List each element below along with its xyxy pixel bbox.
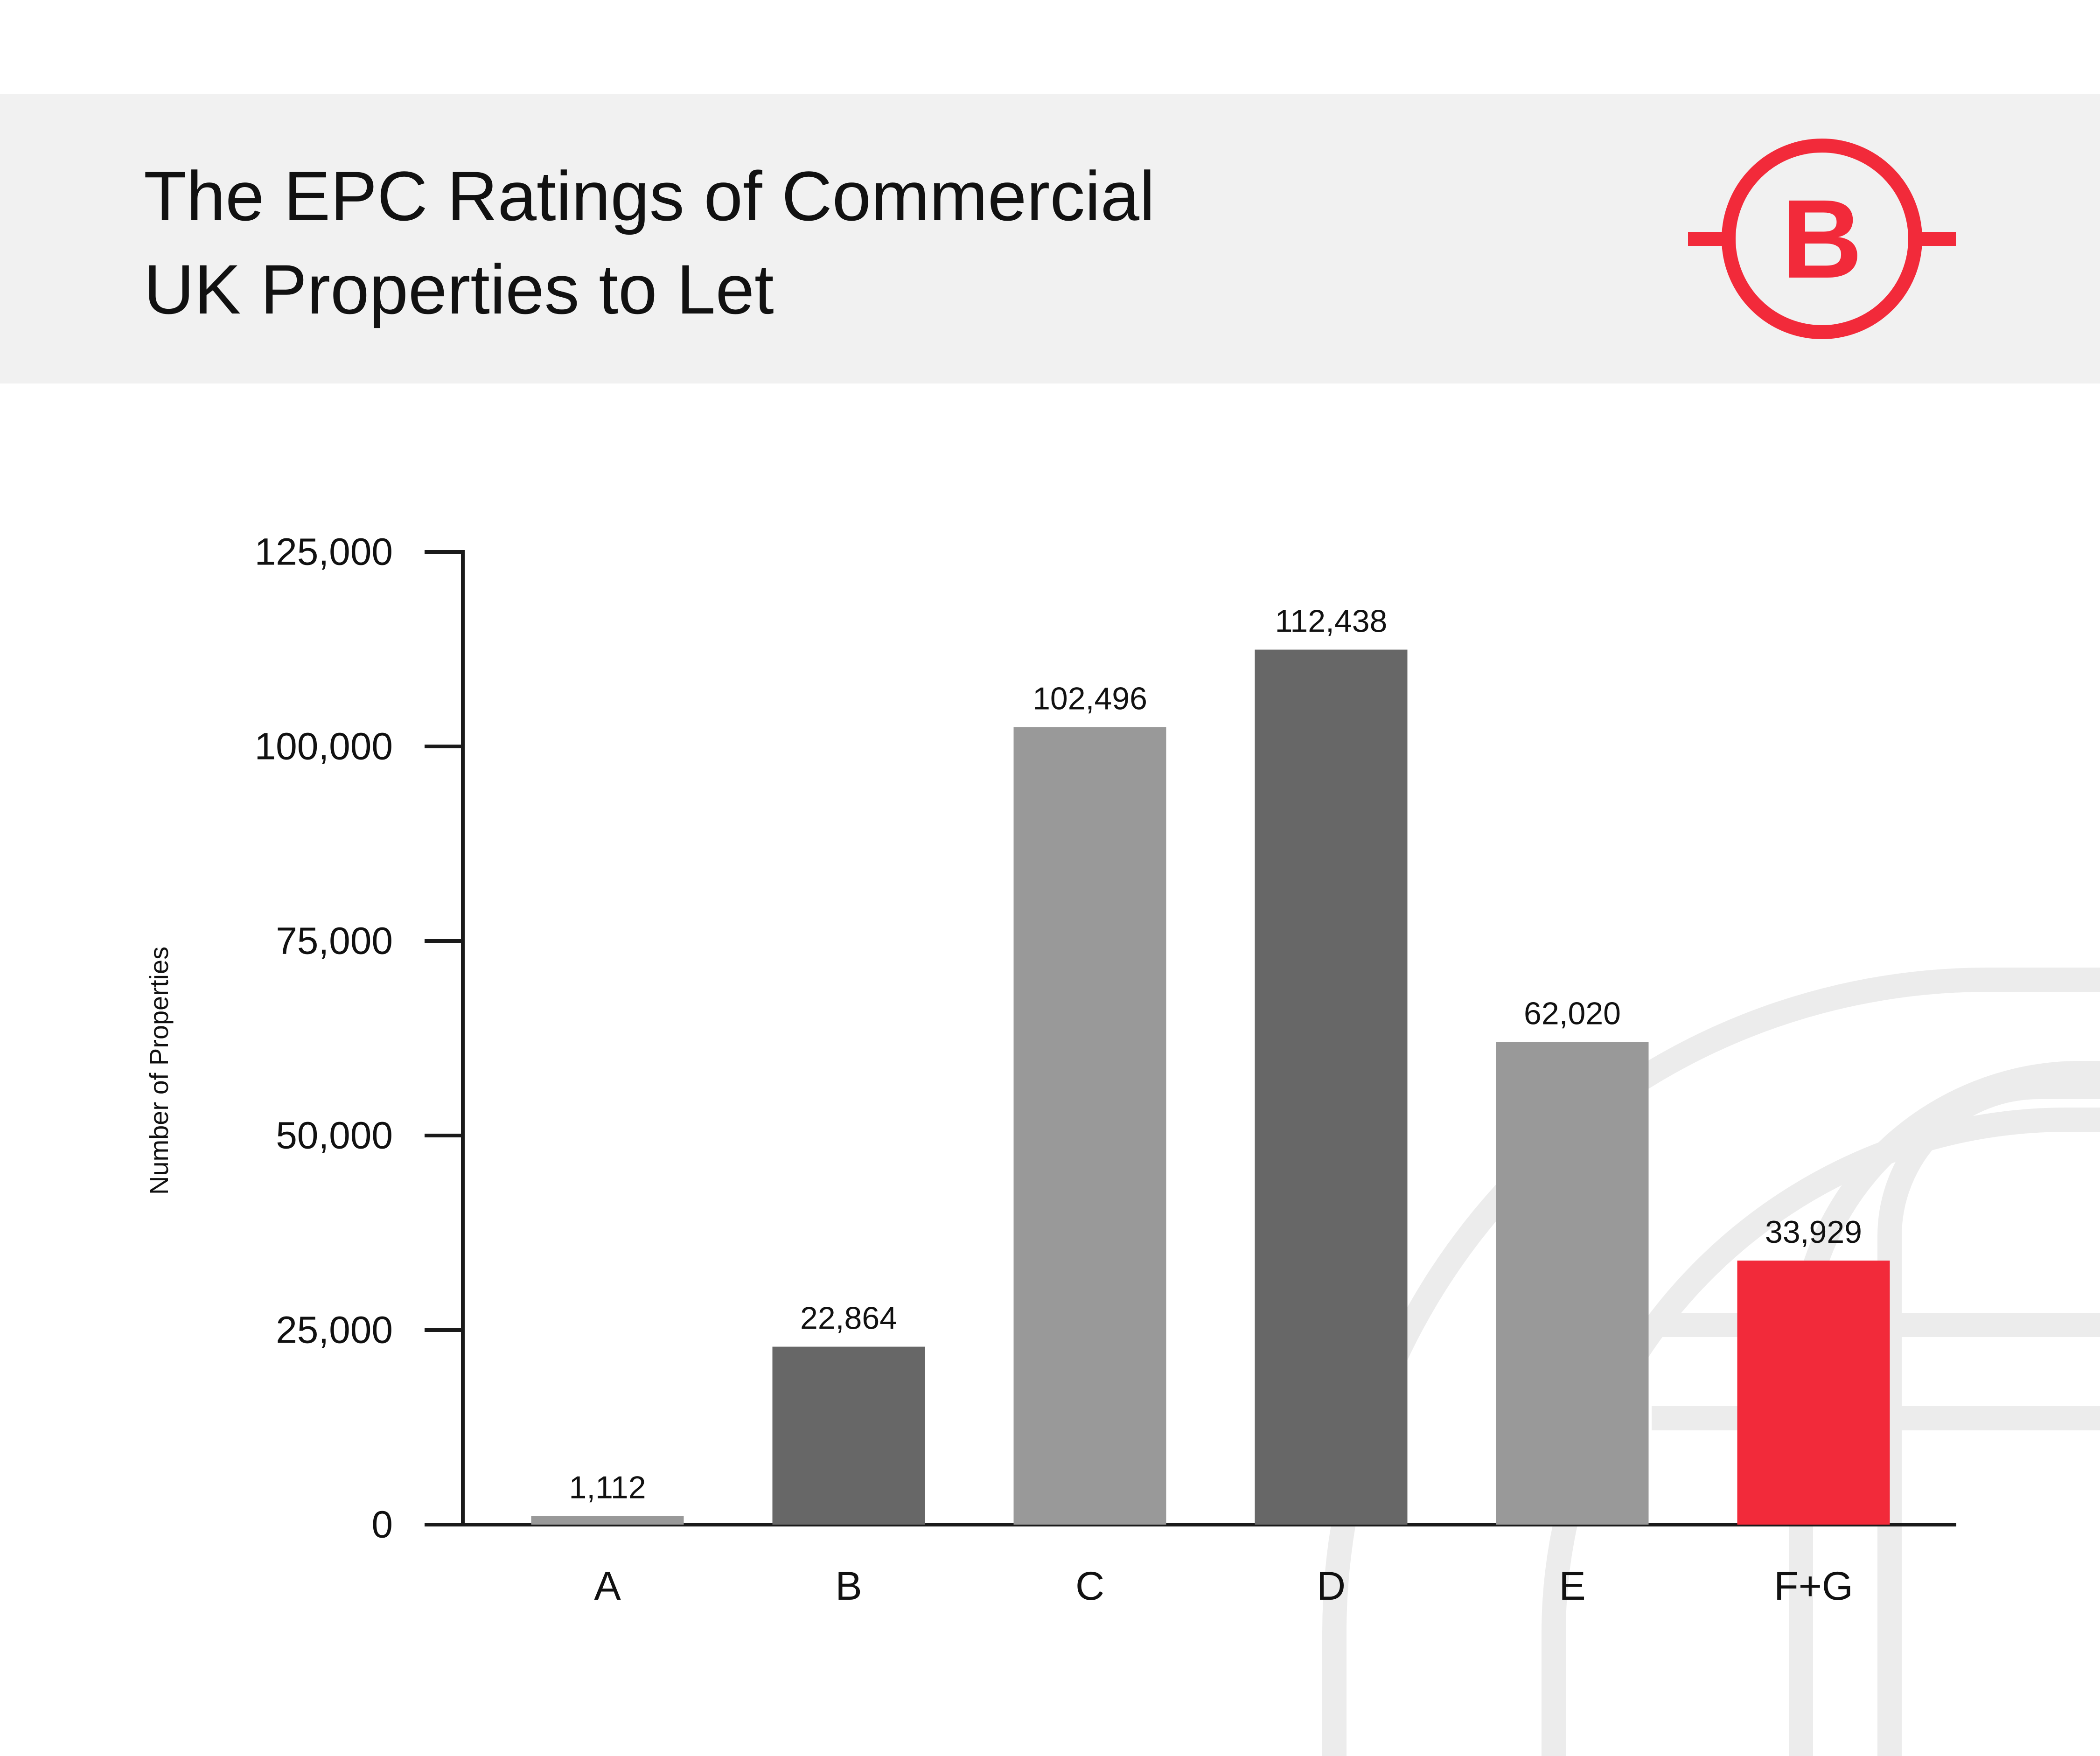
x-tick-label: E [1559, 1564, 1585, 1609]
plot-area: 0 25,000 50,000 75,000 100,000 125,000 1,112 A 2… [255, 531, 1956, 1609]
bar-a [531, 1516, 684, 1525]
bar-f-g [1737, 1261, 1890, 1525]
logo-letter: B [1781, 176, 1862, 301]
data-label: 22,864 [800, 1301, 897, 1336]
x-tick-label: B [835, 1564, 862, 1609]
x-tick-label: D [1317, 1564, 1346, 1609]
y-tick-label: 0 [371, 1504, 393, 1546]
y-tick-label: 100,000 [255, 725, 393, 768]
x-tick-label: C [1075, 1564, 1104, 1609]
data-label: 102,496 [1033, 681, 1147, 716]
x-tick-label: A [594, 1564, 621, 1609]
logo-ring [1722, 139, 1922, 339]
data-label: 1,112 [569, 1470, 646, 1505]
y-tick-label: 25,000 [276, 1309, 393, 1352]
y-tick-label: 125,000 [255, 531, 393, 573]
bar-c [1013, 727, 1166, 1525]
bar-d [1255, 649, 1408, 1525]
x-tick-label: F+G [1774, 1564, 1853, 1609]
data-label: 112,438 [1275, 604, 1388, 639]
background-decoration [1322, 968, 2100, 1756]
brand-logo: B [1688, 139, 1956, 339]
chart-title: The EPC Ratings of Commercial UK Propert… [144, 157, 1155, 328]
y-tick-label: 75,000 [276, 920, 393, 962]
header-band [0, 94, 2100, 383]
data-label: 62,020 [1524, 996, 1621, 1031]
data-label: 33,929 [1765, 1214, 1862, 1250]
bar-e [1496, 1042, 1649, 1525]
bar-b [772, 1346, 925, 1525]
y-tick-label: 50,000 [276, 1115, 393, 1157]
y-axis-title: Number of Properties [144, 947, 174, 1195]
